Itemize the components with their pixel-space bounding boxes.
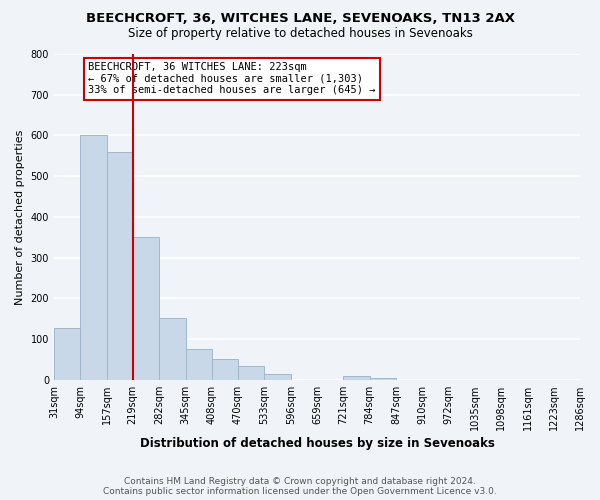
Bar: [370, 378, 396, 380]
X-axis label: Distribution of detached houses by size in Sevenoaks: Distribution of detached houses by size …: [140, 437, 494, 450]
Bar: [54, 328, 80, 380]
Bar: [133, 237, 159, 380]
Bar: [185, 349, 212, 380]
Bar: [238, 366, 265, 380]
Text: Size of property relative to detached houses in Sevenoaks: Size of property relative to detached ho…: [128, 28, 472, 40]
Bar: [212, 360, 238, 380]
Text: BEECHCROFT, 36 WITCHES LANE: 223sqm
← 67% of detached houses are smaller (1,303): BEECHCROFT, 36 WITCHES LANE: 223sqm ← 67…: [88, 62, 376, 96]
Text: BEECHCROFT, 36, WITCHES LANE, SEVENOAKS, TN13 2AX: BEECHCROFT, 36, WITCHES LANE, SEVENOAKS,…: [86, 12, 515, 26]
Bar: [107, 152, 133, 380]
Text: Contains HM Land Registry data © Crown copyright and database right 2024.
Contai: Contains HM Land Registry data © Crown c…: [103, 476, 497, 496]
Y-axis label: Number of detached properties: Number of detached properties: [15, 129, 25, 304]
Bar: [80, 136, 107, 380]
Bar: [159, 318, 185, 380]
Bar: [265, 374, 291, 380]
Bar: [343, 376, 370, 380]
